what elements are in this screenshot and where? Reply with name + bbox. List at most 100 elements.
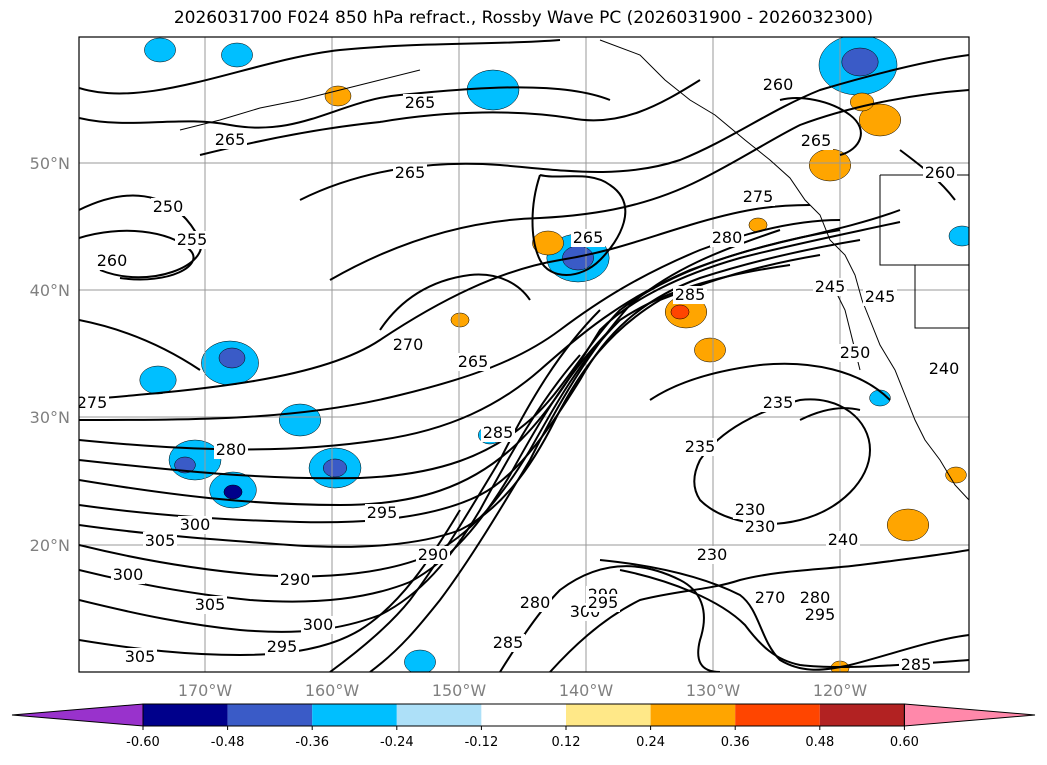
contour-label: 305 (145, 531, 176, 550)
contour-label-bg (456, 353, 490, 371)
contour-label: 305 (125, 647, 156, 666)
lon-label-160w: 160°W (305, 681, 360, 700)
contour-label-bg (403, 94, 437, 112)
contour-label-bg (863, 288, 897, 306)
anomaly-patch (466, 69, 520, 111)
colorbar-max-arrow (903, 703, 1036, 727)
contour-label: 240 (828, 530, 859, 549)
contour-label-bg (838, 344, 872, 362)
contour-label: 280 (712, 228, 743, 247)
contour-label-bg (111, 566, 145, 584)
anomaly-patch (841, 47, 879, 77)
contour-label-bg (491, 634, 525, 652)
lat-label-30n: 30°N (30, 408, 70, 427)
contour-label: 280 (216, 440, 247, 459)
contour-label: 285 (901, 655, 932, 674)
contour-label-bg (761, 76, 795, 94)
contour-label-bg (143, 532, 177, 550)
contour-label-bg (151, 198, 185, 216)
colorbar-segment (143, 704, 228, 726)
anomaly-patch (670, 304, 690, 320)
colorbar-segment (735, 704, 820, 726)
contour-label-bg (899, 656, 933, 672)
anomaly-patch (221, 42, 253, 68)
contour-label: 295 (588, 593, 619, 612)
colorbar-tick-label: -0.48 (211, 735, 245, 750)
contour-label-bg (265, 638, 299, 656)
contour-label: 250 (840, 343, 871, 362)
colorbar-segment (481, 704, 566, 726)
contour-label: 235 (685, 437, 716, 456)
anomaly-patch (323, 458, 347, 478)
contour-label-bg (733, 501, 767, 519)
refractivity-contours (79, 39, 969, 672)
anomaly-patch (948, 225, 969, 247)
anomaly-patch (278, 403, 322, 437)
contour-label: 285 (675, 285, 706, 304)
contour-label: 305 (195, 595, 226, 614)
colorbar-tick-label: -0.12 (465, 735, 499, 750)
colorbar-tick-label: -0.36 (295, 735, 329, 750)
colorbar-tick-label: -0.24 (380, 735, 414, 750)
contour-label-bg (214, 441, 248, 459)
anomaly-patch (850, 92, 874, 112)
contour-label-bg (741, 188, 775, 206)
contour-label-bg (518, 594, 552, 612)
colorbar-segment (566, 704, 651, 726)
contour-label-bg (178, 516, 212, 534)
contour-label: 300 (180, 515, 211, 534)
colorbar-tick-label: 0.60 (890, 735, 919, 750)
colorbar-min-arrow (11, 703, 144, 727)
contour-label: 285 (483, 423, 514, 442)
contour-label: 290 (280, 570, 311, 589)
contour-labels: 265 260 265 265 265 260 250 255 260 265 275 280 285 2… (79, 75, 961, 674)
contour-label-bg (213, 131, 247, 149)
colorbar-segment (396, 704, 482, 726)
contour-label: 240 (929, 359, 960, 378)
contour-label: 295 (805, 605, 836, 624)
contour-label-bg (365, 504, 399, 522)
contour-label-bg (683, 438, 717, 456)
contour-label: 280 (520, 593, 551, 612)
contour-label-bg (798, 589, 832, 607)
map-frame (78, 36, 970, 673)
contour-label: 295 (367, 503, 398, 522)
contour-label-bg (79, 394, 109, 412)
anomaly-patch (144, 37, 176, 63)
colorbar-tick-label: 0.36 (721, 735, 750, 750)
contour-label: 245 (865, 287, 896, 306)
contour-label: 270 (755, 588, 786, 607)
contour-label: 295 (267, 637, 298, 656)
colorbar-tick-label: 0.12 (552, 735, 581, 750)
contour-label: 300 (303, 615, 334, 634)
contour-label: 245 (815, 277, 846, 296)
contour-label-bg (393, 164, 427, 182)
contour-label-bg (123, 648, 157, 666)
contour-label-bg (695, 546, 729, 564)
contour-label: 260 (763, 75, 794, 94)
contour-label: 265 (405, 93, 436, 112)
contour-label-bg (586, 594, 620, 612)
colorbar-frame (142, 703, 905, 727)
contour-label-bg (761, 394, 795, 412)
anomaly-patch (404, 649, 436, 672)
contour-label-bg (927, 360, 961, 378)
anomaly-patch (174, 456, 196, 474)
contour-label-bg (301, 616, 335, 634)
contour-label-bg (799, 132, 833, 150)
lon-label-170w: 170°W (178, 681, 233, 700)
colorbar: -0.60 -0.48 -0.36 -0.24 -0.12 0.12 0.24 0.36 0.4… (11, 703, 1036, 750)
anomaly-patch (223, 484, 243, 500)
contour-label-bg (673, 286, 707, 304)
colorbar-tick-label: 0.48 (805, 735, 834, 750)
contour-label: 235 (763, 393, 794, 412)
contour-label: 300 (113, 565, 144, 584)
contour-label: 230 (697, 545, 728, 564)
contour-label: 280 (800, 588, 831, 607)
lon-label-130w: 130°W (686, 681, 741, 700)
anomaly-patch (945, 466, 967, 484)
contour-label: 265 (215, 130, 246, 149)
anomaly-patch (532, 230, 564, 256)
anomaly-patch (324, 85, 352, 107)
